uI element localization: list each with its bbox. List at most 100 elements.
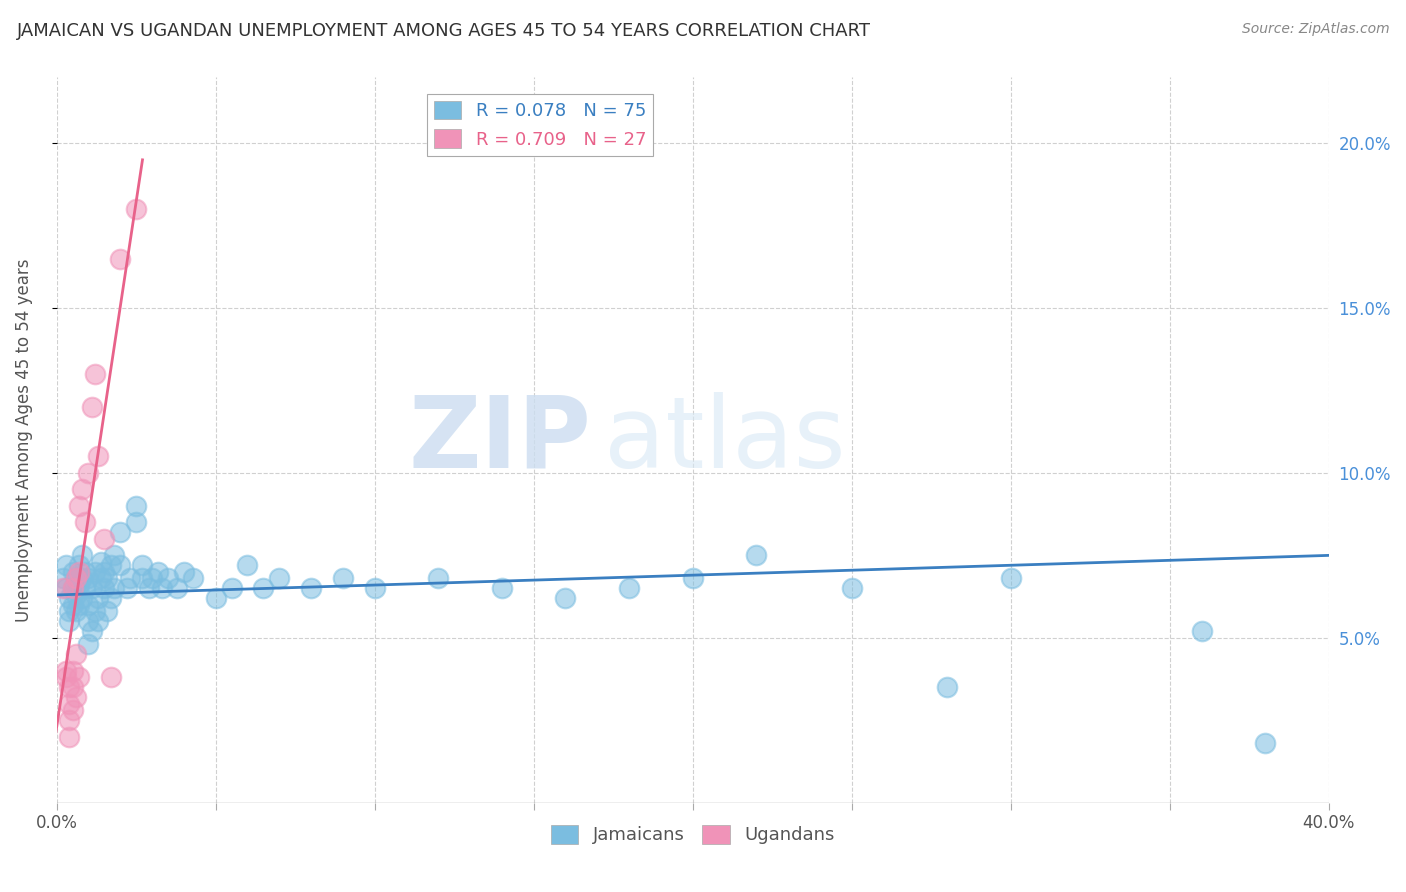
Point (58, 697, 80, 711)
Point (204, 591, 226, 606)
Point (269, 571, 291, 585)
Point (87, 591, 110, 606)
Point (65, 571, 87, 585)
Point (77, 637, 100, 651)
Point (131, 571, 153, 585)
Point (118, 571, 141, 585)
Point (83, 565, 105, 579)
Text: JAMAICAN VS UGANDAN UNEMPLOYMENT AMONG AGES 45 TO 54 YEARS CORRELATION CHART: JAMAICAN VS UGANDAN UNEMPLOYMENT AMONG A… (17, 22, 870, 40)
Point (58, 615, 80, 629)
Point (65, 690, 87, 705)
Point (150, 582, 173, 596)
Point (83, 604, 105, 618)
Point (1000, 571, 1022, 585)
Point (299, 582, 322, 596)
Point (87, 615, 110, 629)
Point (80, 624, 103, 639)
Point (427, 571, 450, 585)
Point (100, 591, 122, 606)
Point (67, 499, 90, 513)
Point (65, 588, 87, 602)
Point (554, 591, 576, 606)
Point (148, 565, 170, 579)
Point (131, 558, 153, 573)
Point (80, 582, 103, 596)
Point (236, 558, 259, 573)
Point (332, 571, 354, 585)
Point (62, 680, 84, 694)
Point (252, 582, 274, 596)
Legend: R = 0.078   N = 75, R = 0.709   N = 27: R = 0.078 N = 75, R = 0.709 N = 27 (427, 94, 654, 156)
Point (83, 367, 105, 381)
Text: ZIP: ZIP (408, 392, 591, 489)
Point (75, 565, 97, 579)
Point (103, 549, 125, 563)
Point (75, 516, 97, 530)
Point (141, 571, 163, 585)
Point (75, 582, 97, 596)
Point (100, 558, 122, 573)
Point (67, 565, 90, 579)
Point (55, 582, 77, 596)
Point (62, 582, 84, 596)
Point (55, 558, 77, 573)
Point (90, 571, 112, 585)
Point (115, 582, 138, 596)
Point (110, 525, 132, 540)
Point (65, 604, 87, 618)
Text: atlas: atlas (603, 392, 845, 489)
Point (62, 582, 84, 596)
Y-axis label: Unemployment Among Ages 45 to 54 years: Unemployment Among Ages 45 to 54 years (15, 259, 32, 622)
Point (77, 615, 100, 629)
Point (221, 582, 243, 596)
Point (70, 591, 93, 606)
Point (93, 565, 115, 579)
Point (70, 571, 93, 585)
Point (90, 555, 112, 569)
Point (125, 202, 148, 217)
Text: Source: ZipAtlas.com: Source: ZipAtlas.com (1241, 22, 1389, 37)
Point (58, 730, 80, 744)
Point (77, 598, 100, 612)
Point (682, 571, 704, 585)
Point (65, 571, 87, 585)
Point (58, 591, 80, 606)
Point (173, 565, 195, 579)
Point (70, 549, 93, 563)
Point (103, 582, 125, 596)
Point (125, 499, 148, 513)
Point (110, 252, 132, 266)
Point (67, 578, 90, 592)
Point (183, 571, 205, 585)
Point (363, 582, 385, 596)
Point (1191, 624, 1213, 639)
Point (100, 670, 122, 684)
Point (67, 598, 90, 612)
Point (62, 664, 84, 678)
Point (58, 604, 80, 618)
Point (617, 582, 640, 596)
Point (96, 571, 118, 585)
Point (62, 565, 84, 579)
Point (80, 400, 103, 414)
Point (138, 582, 160, 596)
Point (55, 670, 77, 684)
Point (58, 713, 80, 727)
Point (70, 483, 93, 497)
Point (77, 571, 100, 585)
Point (491, 582, 513, 596)
Point (1254, 736, 1277, 750)
Point (166, 582, 188, 596)
Point (936, 680, 959, 694)
Point (77, 466, 100, 480)
Point (93, 532, 115, 546)
Point (65, 647, 87, 661)
Point (67, 670, 90, 684)
Point (156, 571, 179, 585)
Point (52, 582, 75, 596)
Point (87, 450, 110, 464)
Point (110, 558, 132, 573)
Point (58, 680, 80, 694)
Point (745, 549, 768, 563)
Point (841, 582, 863, 596)
